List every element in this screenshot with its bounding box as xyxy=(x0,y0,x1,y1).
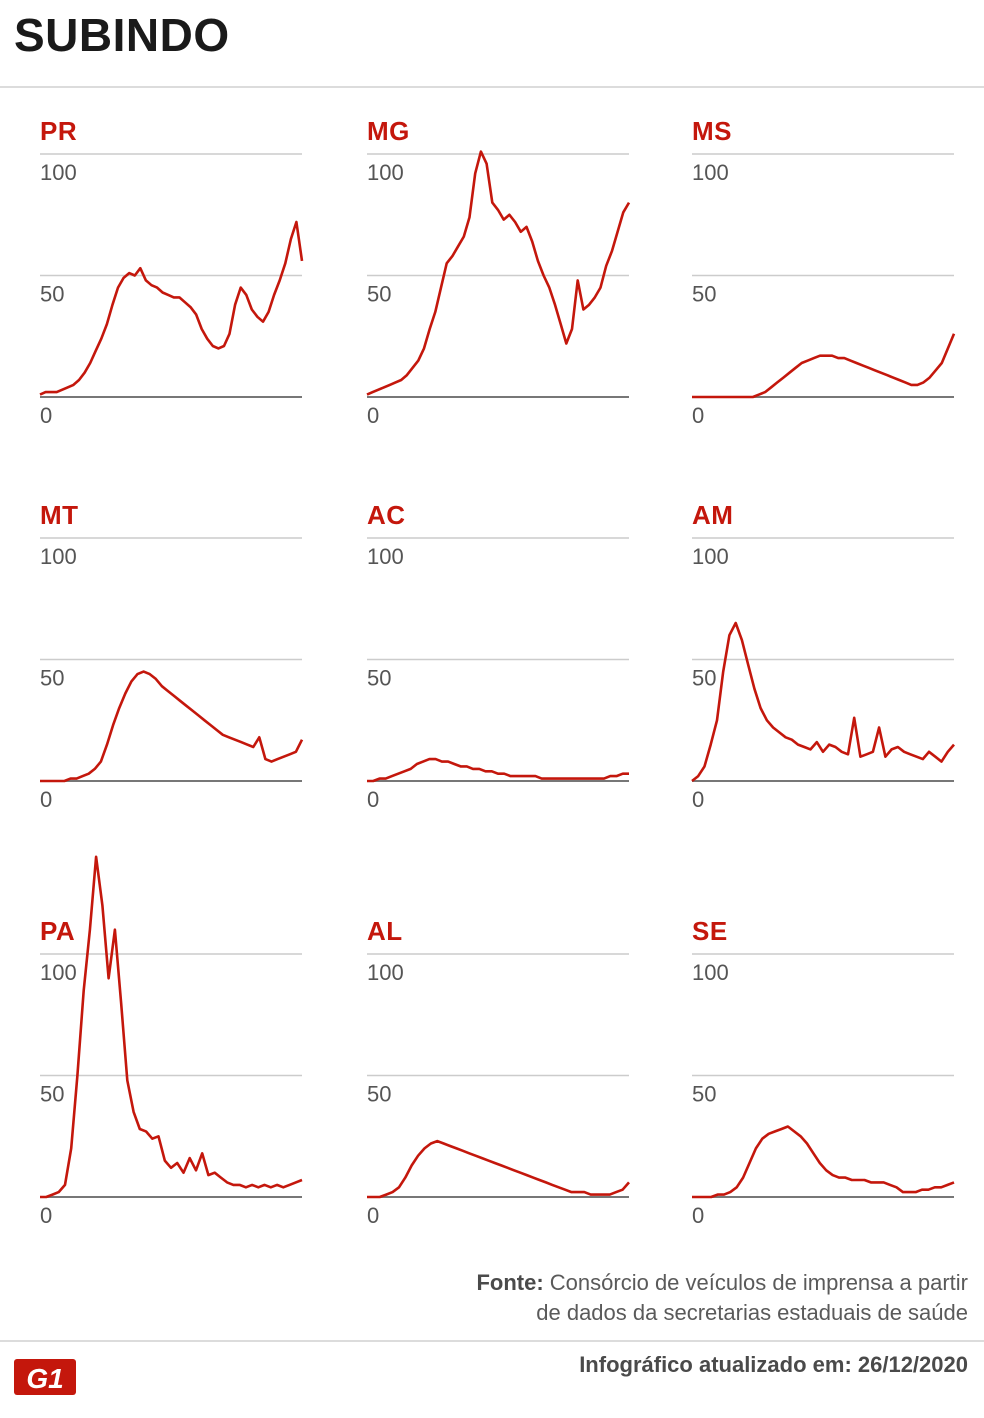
y-tick-label: 0 xyxy=(40,1203,52,1228)
line-chart: 0 50 100 xyxy=(692,153,956,428)
y-tick-label: 100 xyxy=(367,160,404,185)
y-tick-label: 50 xyxy=(40,666,64,691)
y-tick-label: 100 xyxy=(367,960,404,985)
series-line-al xyxy=(367,1139,630,1199)
y-tick-label: 0 xyxy=(367,1203,379,1228)
chart-panel-am: AM 0 50 100 xyxy=(691,500,982,830)
line-chart: 0 50 100 xyxy=(367,537,629,812)
y-tick-label: 50 xyxy=(367,1082,391,1107)
chart-panel-se: SE 0 50 100 xyxy=(692,916,982,1246)
chart-panel-al: AL 0 50 100 xyxy=(367,916,657,1246)
line-chart: 0 50 100 xyxy=(692,953,955,1228)
y-tick-label: 50 xyxy=(692,666,716,691)
chart-title: AL xyxy=(367,916,403,946)
y-tick-label: 100 xyxy=(40,160,77,185)
logo-text: G1 xyxy=(26,1363,63,1394)
series-line-pa xyxy=(40,855,303,1199)
y-tick-label: 100 xyxy=(692,960,729,985)
source-note: Fonte: Consórcio de veículos de imprensa… xyxy=(348,1268,968,1328)
source-text-line1: Consórcio de veículos de imprensa a part… xyxy=(543,1270,968,1295)
source-label: Fonte: xyxy=(476,1270,544,1295)
series-line-se xyxy=(692,1125,955,1199)
y-tick-label: 0 xyxy=(692,403,704,428)
y-tick-label: 0 xyxy=(692,1203,704,1228)
y-tick-label: 100 xyxy=(40,960,77,985)
chart-title: SE xyxy=(692,916,728,946)
line-chart: 0 50 100 xyxy=(691,537,955,812)
chart-panel-ms: MS 0 50 100 xyxy=(692,116,982,446)
y-tick-label: 0 xyxy=(367,787,379,812)
updated-date: Infográfico atualizado em: 26/12/2020 xyxy=(579,1352,968,1377)
y-tick-label: 50 xyxy=(40,1082,64,1107)
y-tick-label: 100 xyxy=(692,160,729,185)
chart-title: MS xyxy=(692,116,732,146)
line-chart: 0 50 100 xyxy=(40,537,304,812)
y-tick-label: 100 xyxy=(40,544,77,569)
g1-logo: G1 xyxy=(14,1359,76,1395)
chart-title: AM xyxy=(692,500,734,530)
series-line-ac xyxy=(367,757,629,783)
top-divider xyxy=(0,86,984,88)
chart-panel-pr: PR 0 50 100 xyxy=(39,116,330,446)
series-line-ms xyxy=(692,333,956,399)
chart-panel-mt: MT 0 50 100 xyxy=(40,500,330,830)
line-chart: 0 50 100 xyxy=(40,855,303,1228)
chart-panel-mg: MG 0 50 100 xyxy=(366,116,657,446)
source-text-line2: de dados da secretarias estaduais de saú… xyxy=(536,1300,968,1325)
chart-title: MG xyxy=(367,116,410,146)
line-chart: 0 50 100 xyxy=(366,150,631,428)
page-title: SUBINDO xyxy=(14,9,230,61)
y-tick-label: 50 xyxy=(40,282,64,307)
y-tick-label: 50 xyxy=(367,666,391,691)
y-tick-label: 100 xyxy=(692,544,729,569)
y-tick-label: 50 xyxy=(692,1082,716,1107)
bottom-divider xyxy=(0,1340,984,1342)
line-chart: 0 50 100 xyxy=(367,953,630,1228)
series-line-pr xyxy=(39,220,304,396)
series-line-mt xyxy=(40,670,304,783)
series-line-am xyxy=(691,621,955,783)
line-chart: 0 50 100 xyxy=(39,153,304,428)
chart-title: PA xyxy=(40,916,76,946)
chart-panel-pa: PA 0 50 100 xyxy=(40,855,330,1246)
chart-panel-ac: AC 0 50 100 xyxy=(367,500,657,830)
y-tick-label: 50 xyxy=(367,282,391,307)
chart-title: PR xyxy=(40,116,78,146)
y-tick-label: 0 xyxy=(40,787,52,812)
y-tick-label: 0 xyxy=(692,787,704,812)
chart-title: MT xyxy=(40,500,79,530)
y-tick-label: 0 xyxy=(40,403,52,428)
y-tick-label: 50 xyxy=(692,282,716,307)
chart-title: AC xyxy=(367,500,406,530)
y-tick-label: 0 xyxy=(367,403,379,428)
series-line-mg xyxy=(366,150,631,396)
y-tick-label: 100 xyxy=(367,544,404,569)
